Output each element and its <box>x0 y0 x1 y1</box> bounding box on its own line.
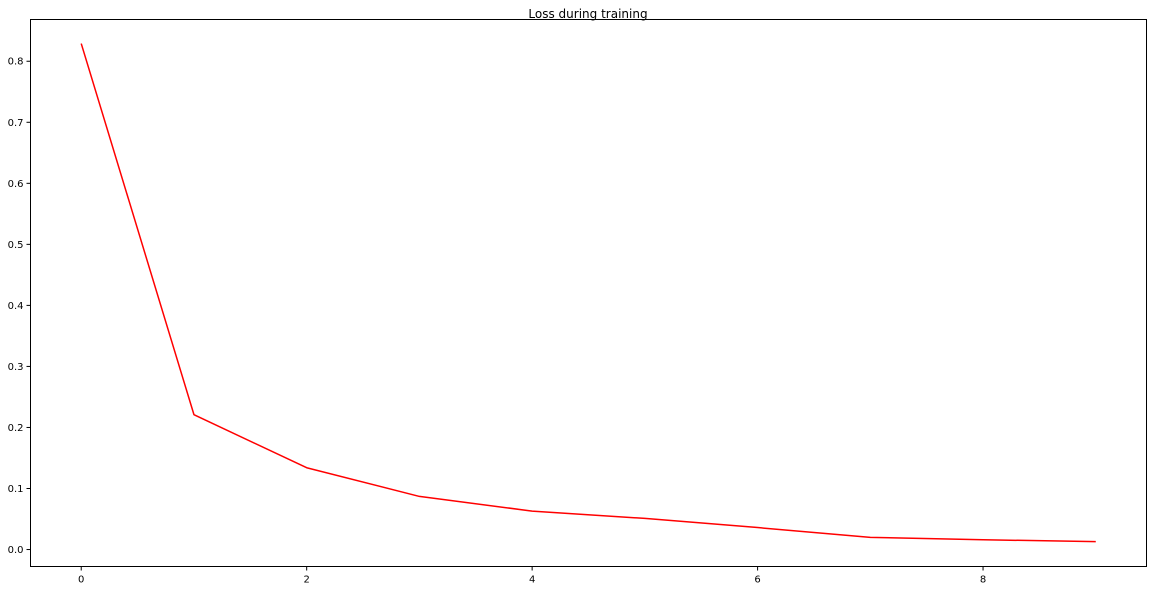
x-tick-label: 4 <box>529 575 535 586</box>
y-tick-label: 0.6 <box>8 179 24 190</box>
y-tick-label: 0.3 <box>8 362 24 373</box>
y-tick-label: 0.7 <box>8 118 24 129</box>
y-tick-label: 0.2 <box>8 423 24 434</box>
y-tick-label: 0.1 <box>8 484 24 495</box>
x-tick-label: 0 <box>78 575 84 586</box>
y-tick-label: 0.5 <box>8 240 24 251</box>
y-axis: 0.0 0.1 0.2 0.3 0.4 0.5 0.6 0.7 0.8 <box>8 57 31 556</box>
y-tick-label: 0.0 <box>8 545 24 556</box>
plot-area <box>30 19 1147 567</box>
x-axis: 0 2 4 6 8 <box>78 566 986 586</box>
y-tick-label: 0.4 <box>8 301 24 312</box>
x-tick-label: 8 <box>980 575 986 586</box>
y-tick-label: 0.8 <box>8 57 24 68</box>
x-tick-label: 6 <box>754 575 760 586</box>
series-layer <box>80 43 1096 543</box>
loss-line <box>80 43 1096 543</box>
chart-title: Loss during training <box>528 7 647 21</box>
x-tick-label: 2 <box>303 575 309 586</box>
